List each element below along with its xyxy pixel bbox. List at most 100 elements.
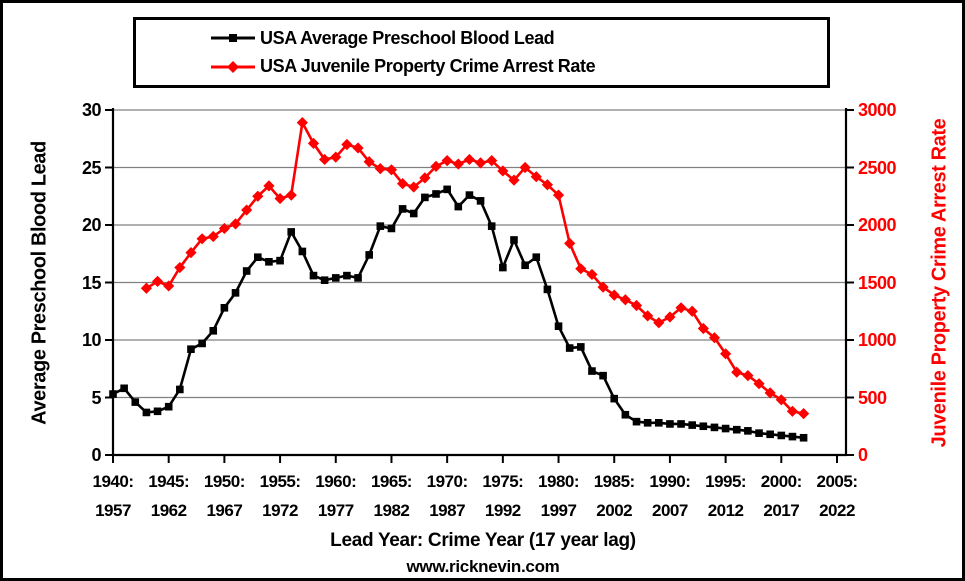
blood-lead-data-point [398, 205, 407, 213]
lead-year-label: 1945: [148, 472, 190, 491]
red-line-diamond-marker-icon [211, 60, 255, 73]
blood-lead-data-point [131, 398, 140, 406]
plot-area [105, 108, 854, 463]
blood-lead-data-point [699, 422, 708, 431]
crime-rate-data-point [419, 172, 431, 184]
crime-year-label: 1987 [429, 501, 466, 520]
crime-rate-data-point [597, 281, 609, 293]
legend-label-blood-lead: USA Average Preschool Blood Lead [260, 27, 555, 48]
website-footer: www.ricknevin.com [406, 557, 560, 576]
lead-year-label: 1980: [538, 472, 580, 491]
right-axis-tick-label: 2500 [858, 157, 897, 178]
legend: USA Average Preschool Blood Lead USA Juv… [133, 17, 830, 88]
legend-item-crime-rate: USA Juvenile Property Crime Arrest Rate [210, 56, 827, 77]
lead-year-label: 1995: [705, 472, 747, 491]
blood-lead-data-point [610, 394, 619, 403]
crime-rate-data-point [786, 405, 799, 417]
crime-year-label: 1967 [206, 501, 243, 520]
blood-lead-series-line [112, 187, 804, 440]
crime-rate-data-point [408, 181, 420, 193]
blood-lead-data-point [521, 261, 529, 270]
black-line-square-marker-icon [211, 34, 255, 43]
blood-lead-data-point [677, 420, 685, 428]
crime-rate-data-point [486, 155, 498, 167]
blood-lead-data-point [287, 228, 296, 236]
blood-lead-data-point [231, 289, 240, 297]
lead-year-label: 1990: [649, 472, 691, 491]
crime-rate-data-point [263, 180, 275, 192]
blood-lead-data-point [220, 304, 229, 312]
left-axis-tick-label: 20 [81, 215, 102, 235]
crime-rate-data-point [185, 247, 197, 259]
x-axis-tick-label: 1990: 2007 [634, 472, 706, 521]
crime-rate-data-point [519, 161, 531, 174]
lead-year-label: 1940: [92, 472, 134, 491]
blood-lead-data-point [499, 263, 507, 272]
crime-rate-data-point [341, 138, 353, 151]
crime-rate-data-point [708, 332, 721, 344]
x-axis-tick-label: 1995: 2012 [690, 472, 762, 521]
crime-rate-data-point [151, 275, 164, 287]
crime-rate-data-point [575, 263, 587, 275]
blood-lead-data-point [276, 256, 284, 265]
x-axis-tick-label: 2000: 2017 [745, 472, 817, 521]
blood-lead-data-point [577, 343, 585, 351]
crime-rate-data-point [742, 370, 754, 382]
blood-lead-data-point [164, 402, 173, 411]
x-axis-tick-label: 1970: 1987 [411, 472, 483, 521]
blood-lead-data-point [588, 367, 596, 375]
crime-rate-data-point [552, 189, 565, 201]
crime-rate-data-point [452, 158, 464, 170]
blood-lead-data-point [654, 419, 663, 427]
blood-lead-data-point [744, 427, 752, 435]
blood-lead-data-point [254, 253, 262, 261]
crime-rate-data-point [207, 230, 219, 243]
blood-lead-data-point [265, 258, 273, 266]
blood-lead-data-point [298, 247, 307, 256]
crime-rate-data-point [397, 178, 409, 190]
blood-lead-data-point [309, 271, 318, 280]
blood-lead-data-point [432, 190, 440, 198]
blood-lead-data-point [487, 222, 496, 230]
crime-rate-data-point [642, 310, 654, 322]
right-axis-tick-label: 0 [858, 445, 868, 465]
crime-rate-data-point [508, 174, 520, 186]
blood-lead-data-point [354, 274, 362, 282]
legend-item-blood-lead: USA Average Preschool Blood Lead [210, 28, 827, 49]
blood-lead-data-point [777, 431, 786, 440]
crime-year-label: 1972 [262, 501, 298, 520]
right-axis-tick-label: 1000 [858, 330, 897, 350]
blood-lead-data-point [109, 390, 117, 398]
x-axis-tick-label: 1980: 1997 [523, 472, 595, 521]
crime-rate-data-point [675, 302, 687, 314]
blood-lead-data-point [176, 385, 184, 394]
blood-lead-data-point [476, 197, 485, 205]
lead-year-label: 1955: [259, 472, 301, 491]
crime-rate-data-point [441, 155, 453, 167]
blood-lead-data-point [799, 433, 808, 442]
crime-rate-data-point [653, 317, 665, 329]
blood-lead-data-point [343, 271, 351, 280]
blood-lead-data-point [755, 429, 763, 437]
blood-lead-data-point [387, 224, 396, 233]
x-axis-tick-label: 1985: 2002 [578, 472, 650, 521]
crime-rate-data-point [252, 190, 264, 202]
right-axis-tick-label: 500 [858, 387, 887, 408]
crime-rate-data-point [764, 387, 776, 399]
crime-rate-data-point [541, 179, 553, 191]
crime-year-label: 1957 [95, 501, 131, 520]
blood-lead-data-point [421, 193, 429, 202]
crime-rate-data-point [630, 299, 643, 312]
crime-rate-data-point [196, 233, 208, 245]
x-axis-title: Lead Year: Crime Year (17 year lag) [330, 530, 636, 551]
crime-rate-data-point [664, 311, 676, 323]
crime-year-label: 1962 [150, 501, 187, 520]
blood-lead-data-point [621, 410, 630, 419]
crime-rate-data-point [385, 164, 398, 176]
crime-rate-data-point [530, 171, 542, 183]
blood-lead-data-point [198, 339, 206, 348]
blood-lead-data-point [554, 322, 563, 330]
crime-year-label: 2012 [707, 501, 744, 520]
crime-rate-data-point [608, 289, 620, 301]
blood-lead-data-point [666, 420, 674, 428]
